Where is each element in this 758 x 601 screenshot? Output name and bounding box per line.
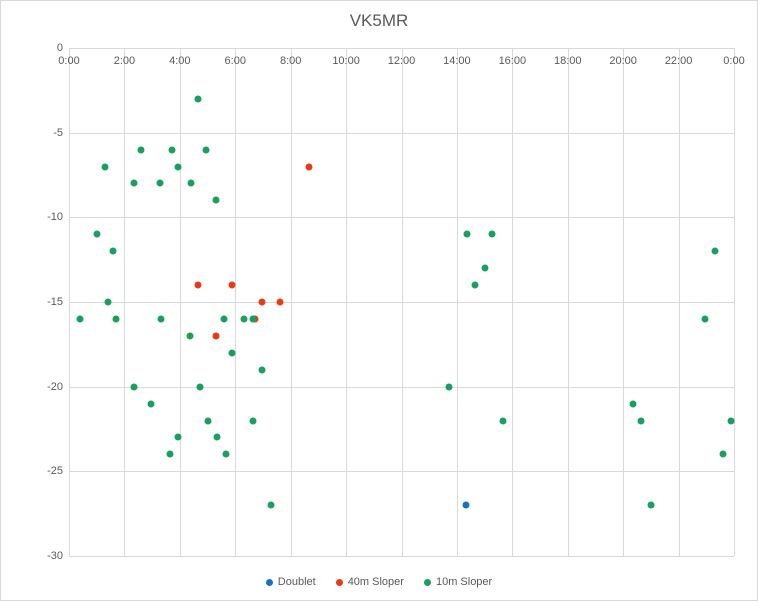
legend-item-10m-sloper[interactable]: 10m Sloper xyxy=(423,576,493,588)
x-axis-tick-label: 16:00 xyxy=(498,55,527,67)
data-point-10m-sloper[interactable] xyxy=(499,417,507,425)
data-point-10m-sloper[interactable] xyxy=(463,230,471,238)
data-point-10m-sloper[interactable] xyxy=(711,247,719,255)
data-point-10m-sloper[interactable] xyxy=(76,315,84,323)
data-point-10m-sloper[interactable] xyxy=(93,230,101,238)
data-point-10m-sloper[interactable] xyxy=(166,450,174,458)
x-axis-tick-label: 8:00 xyxy=(279,55,302,67)
data-point-40m-sloper[interactable] xyxy=(305,163,313,171)
data-point-10m-sloper[interactable] xyxy=(130,179,138,187)
data-point-10m-sloper[interactable] xyxy=(194,95,202,103)
legend-item-doublet[interactable]: Doublet xyxy=(265,576,316,588)
data-point-10m-sloper[interactable] xyxy=(174,433,182,441)
data-point-10m-sloper[interactable] xyxy=(258,366,266,374)
y-axis-tick-label: -30 xyxy=(47,550,63,562)
data-point-10m-sloper[interactable] xyxy=(220,315,228,323)
data-point-10m-sloper[interactable] xyxy=(186,332,194,340)
x-axis-tick-label: 2:00 xyxy=(113,55,136,67)
y-axis-tick-label: -10 xyxy=(47,211,63,224)
gridline xyxy=(69,48,734,49)
data-point-40m-sloper[interactable] xyxy=(212,332,220,340)
data-point-10m-sloper[interactable] xyxy=(187,179,195,187)
legend-marker-icon xyxy=(423,578,431,586)
gridline xyxy=(734,48,735,556)
legend-item-40m-sloper[interactable]: 40m Sloper xyxy=(335,576,404,588)
data-point-40m-sloper[interactable] xyxy=(276,298,284,306)
x-axis-tick-label: 20:00 xyxy=(609,55,637,67)
gridline xyxy=(69,132,734,134)
y-axis-tick-label: 0 xyxy=(56,42,63,54)
legend-label: 40m Sloper xyxy=(347,576,404,588)
legend-label: 10m Sloper xyxy=(435,576,493,588)
x-axis-tick-label: 12:00 xyxy=(387,55,416,67)
data-point-10m-sloper[interactable] xyxy=(481,264,489,272)
data-point-10m-sloper[interactable] xyxy=(196,383,204,391)
x-axis-tick-label: 4:00 xyxy=(169,55,191,67)
data-point-10m-sloper[interactable] xyxy=(202,146,210,154)
legend: Doublet 40m Sloper 10m Sloper xyxy=(1,572,757,592)
gridline xyxy=(69,217,734,219)
data-point-10m-sloper[interactable] xyxy=(213,433,221,441)
x-axis-tick-label: 14:00 xyxy=(443,55,471,67)
data-point-10m-sloper[interactable] xyxy=(228,349,236,357)
data-point-10m-sloper[interactable] xyxy=(222,450,230,458)
legend-label: Doublet xyxy=(277,576,316,588)
data-point-10m-sloper[interactable] xyxy=(701,315,709,323)
data-point-10m-sloper[interactable] xyxy=(174,163,182,171)
legend-marker-icon xyxy=(335,578,343,586)
data-point-10m-sloper[interactable] xyxy=(719,450,727,458)
x-axis-tick-label: 6:00 xyxy=(224,55,246,67)
data-point-10m-sloper[interactable] xyxy=(727,417,735,425)
data-point-10m-sloper[interactable] xyxy=(130,383,138,391)
data-point-10m-sloper[interactable] xyxy=(101,163,109,171)
gridline xyxy=(69,471,734,473)
x-axis-tick-label: 22:00 xyxy=(664,55,693,67)
plot-area: 0:00 2:00 4:00 6:00 8:00 10:00 12:00 14:00 16:00… xyxy=(58,48,745,557)
y-axis-tick-label: -25 xyxy=(47,465,63,478)
legend-marker-icon xyxy=(265,578,273,586)
x-axis-tick-label: 18:00 xyxy=(553,55,582,67)
data-point-10m-sloper[interactable] xyxy=(137,146,145,154)
gridline xyxy=(69,302,734,303)
data-point-40m-sloper[interactable] xyxy=(228,281,236,289)
data-point-10m-sloper[interactable] xyxy=(471,281,479,289)
data-point-10m-sloper[interactable] xyxy=(212,196,220,204)
data-point-40m-sloper[interactable] xyxy=(194,281,202,289)
data-point-10m-sloper[interactable] xyxy=(629,400,637,408)
y-axis-tick-label: -15 xyxy=(47,296,63,308)
data-point-10m-sloper[interactable] xyxy=(249,417,257,425)
chart-title: VK5MR xyxy=(349,11,409,30)
data-point-10m-sloper[interactable] xyxy=(112,315,120,323)
data-point-40m-sloper[interactable] xyxy=(258,298,266,306)
x-axis-tick-label: 10:00 xyxy=(332,55,360,67)
gridline xyxy=(69,556,734,557)
data-point-10m-sloper[interactable] xyxy=(104,298,112,306)
data-point-doublet[interactable] xyxy=(462,501,470,509)
y-axis-tick-label: -20 xyxy=(47,380,63,393)
data-point-10m-sloper[interactable] xyxy=(168,146,176,154)
data-point-10m-sloper[interactable] xyxy=(267,501,275,509)
data-point-10m-sloper[interactable] xyxy=(637,417,645,425)
x-axis-tick-label: 0:00 xyxy=(58,55,80,67)
data-point-10m-sloper[interactable] xyxy=(488,230,496,238)
data-point-10m-sloper[interactable] xyxy=(240,315,248,323)
data-point-10m-sloper[interactable] xyxy=(445,383,453,391)
y-axis-tick-label: -5 xyxy=(53,126,63,139)
x-axis-tick-label: 0:00 xyxy=(723,55,745,67)
data-point-10m-sloper[interactable] xyxy=(109,247,117,255)
data-point-10m-sloper[interactable] xyxy=(249,315,257,323)
data-point-10m-sloper[interactable] xyxy=(147,400,155,408)
data-point-10m-sloper[interactable] xyxy=(204,417,212,425)
data-point-10m-sloper[interactable] xyxy=(157,315,165,323)
gridline xyxy=(69,386,734,388)
data-point-10m-sloper[interactable] xyxy=(156,179,164,187)
data-point-10m-sloper[interactable] xyxy=(647,501,655,509)
